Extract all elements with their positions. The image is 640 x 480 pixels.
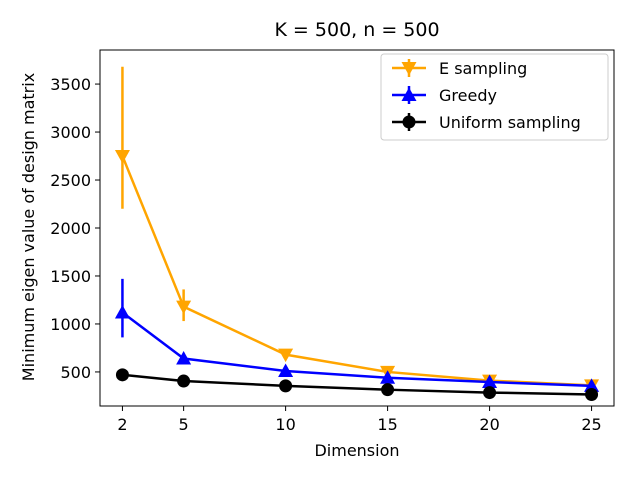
x-tick-label: 10 [275,415,295,434]
legend-label: Uniform sampling [439,113,581,132]
x-tick-label: 15 [377,415,397,434]
y-tick-label: 500 [60,363,91,382]
x-tick-label: 5 [179,415,189,434]
legend-box [380,53,609,141]
data-point [483,386,497,400]
series-line [121,155,592,387]
legend-marker [401,87,417,101]
legend-marker [402,115,416,129]
data-point [278,348,294,363]
y-tick-label: 2000 [50,219,91,238]
data-point [115,368,129,382]
data-point [585,387,599,401]
series-uniform-sampling [115,368,599,401]
data-point [114,304,130,319]
y-tick-label: 3000 [50,123,91,142]
y-axis-label: Minimum eigen value of design matrix [19,73,38,381]
legend: E sampling Greedy Uniform sampling [380,53,609,141]
series-line [121,311,592,388]
legend-marker [401,62,417,76]
chart-title: K = 500, n = 500 [274,19,439,41]
data-point [380,370,396,384]
data-point [279,379,293,393]
legend-item: Greedy [392,86,497,105]
data-point [482,374,498,389]
data-point [114,150,130,164]
y-tick-label: 2500 [50,171,91,190]
series-greedy [114,278,600,392]
legend-label: Greedy [439,86,497,105]
y-tick-label: 1000 [50,315,91,334]
series-line [122,373,592,396]
data-point [381,383,395,397]
x-axis-label: Dimension [314,441,399,460]
legend-item: Uniform sampling [392,113,581,132]
data-point [278,363,294,377]
data-point [177,374,191,388]
data-point [176,351,192,365]
x-tick-label: 20 [479,415,499,434]
data-point [584,378,600,392]
legend-label: E sampling [439,59,527,78]
y-tick-label: 1500 [50,267,91,286]
legend-item: E sampling [392,59,527,78]
y-tick-label: 3500 [50,75,91,94]
x-tick-label: 2 [117,415,127,434]
data-point [176,300,192,315]
x-tick-label: 25 [581,415,601,434]
